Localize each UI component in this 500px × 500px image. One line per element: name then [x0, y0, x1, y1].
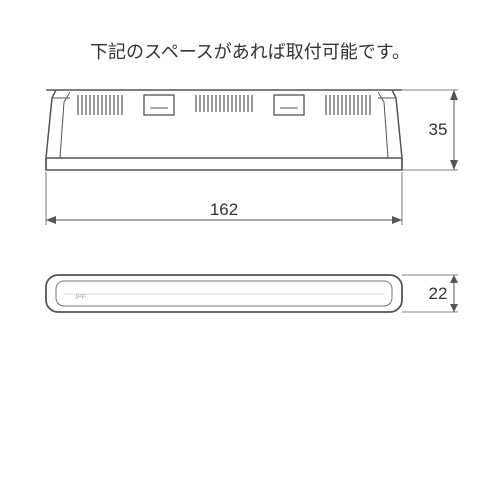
dim-height-front-label: 22 [429, 284, 448, 303]
svg-text:IPF: IPF [75, 294, 87, 301]
dim-height-top-label: 35 [429, 120, 448, 139]
dim-width-label: 162 [210, 200, 238, 219]
front-view: IPF 22 [46, 275, 458, 312]
dimension-diagram: 35 162 IPF 22 [0, 0, 500, 500]
top-view: 35 162 [46, 90, 458, 225]
